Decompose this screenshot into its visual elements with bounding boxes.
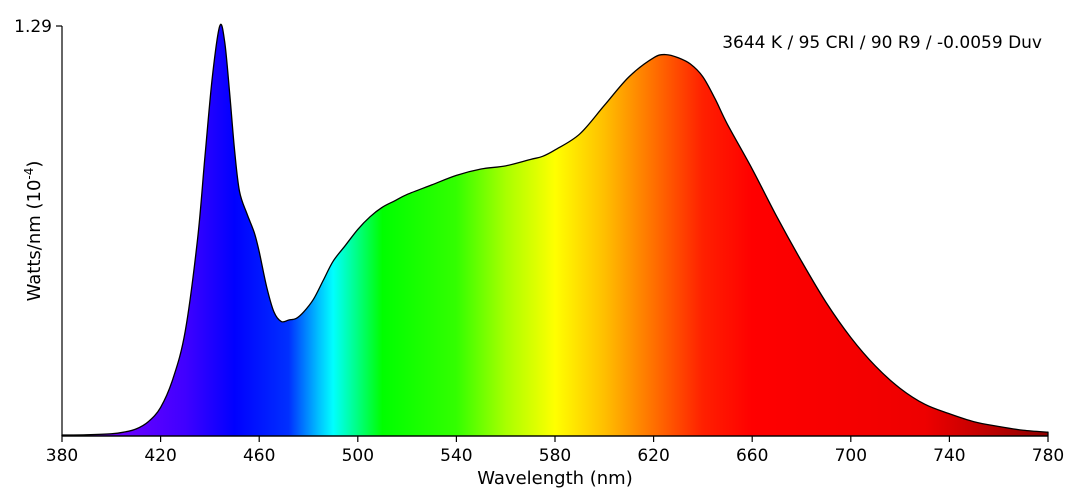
x-tick-label: 700: [835, 446, 867, 466]
x-tick-label: 620: [637, 446, 669, 466]
spectrum-area: [61, 23, 1049, 437]
y-axis-title-text: Watts/nm (10: [24, 180, 45, 302]
x-tick-label: 580: [539, 446, 571, 466]
x-tick-label: 500: [342, 446, 374, 466]
x-tick-label: 660: [736, 446, 768, 466]
y-axis-title-exponent: -4: [22, 168, 36, 180]
x-tick-label: 740: [933, 446, 965, 466]
x-tick-label: 420: [144, 446, 176, 466]
x-axis-ticks: 380 420 460 500 540 580 620 660 700 740 780: [46, 436, 1064, 466]
y-tick-label: 1.29: [14, 17, 52, 37]
x-axis-title: Wavelength (nm): [477, 468, 633, 489]
x-tick-label: 460: [243, 446, 275, 466]
y-axis-title-suffix: ): [24, 161, 45, 168]
x-tick-label: 380: [46, 446, 78, 466]
x-tick-label: 780: [1032, 446, 1064, 466]
y-axis-title: Watts/nm (10-4): [22, 161, 45, 302]
chart-annotation: 3644 K / 95 CRI / 90 R9 / -0.0059 Duv: [722, 33, 1042, 53]
x-tick-label: 540: [440, 446, 472, 466]
